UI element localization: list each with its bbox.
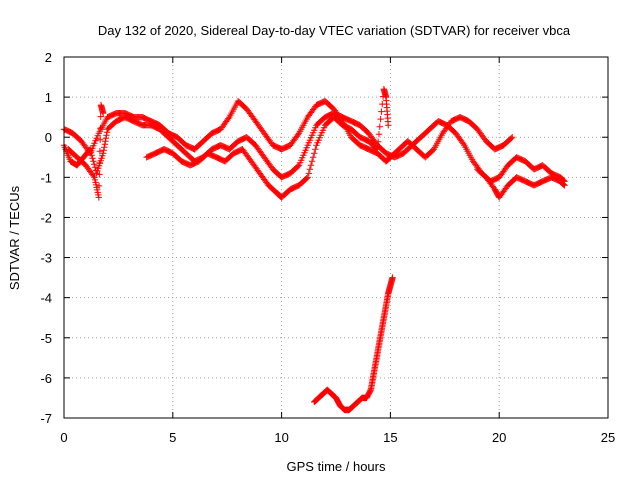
data-point-marker [96, 159, 103, 166]
data-point-marker [97, 113, 104, 120]
data-point-marker [559, 180, 567, 188]
data-point-marker [91, 164, 99, 171]
x-tick-label: 15 [383, 430, 397, 445]
data-point-marker [95, 194, 103, 201]
data-point-marker [103, 132, 110, 139]
series-track-b [60, 97, 516, 165]
data-point-marker [385, 121, 392, 129]
data-point-marker [96, 171, 103, 178]
data-point-marker [306, 166, 314, 173]
y-tick-label: -4 [40, 291, 52, 306]
data-point-marker [101, 144, 108, 151]
data-point-marker [96, 136, 104, 143]
plot-frame [63, 56, 609, 419]
data-point-marker [90, 158, 97, 165]
data-point-marker [374, 138, 382, 145]
x-tick-label: 25 [601, 430, 615, 445]
y-tick-labels: 2 1 0 -1 -2 -3 -4 -5 -6 -7 [40, 50, 52, 426]
data-point-marker [102, 135, 110, 142]
grid [64, 57, 608, 418]
series-track-c [143, 85, 392, 201]
y-tick-label: 2 [45, 50, 52, 65]
data-point-marker [95, 182, 103, 190]
data-point-marker [277, 193, 285, 201]
data-point-marker [102, 138, 109, 145]
data-point-marker [460, 140, 467, 147]
y-tick-label: 1 [45, 90, 52, 105]
data-point-marker [225, 115, 232, 122]
data-point-marker [308, 158, 316, 165]
data-point-marker [311, 150, 318, 157]
data-point-marker [103, 129, 111, 136]
data-point-marker [389, 274, 396, 281]
y-axis-label: SDTVAR / TECUs [7, 185, 22, 290]
data-point-marker [90, 172, 97, 180]
y-tick-label: -5 [40, 331, 52, 346]
data-point-marker [309, 154, 317, 161]
data-point-marker [312, 146, 319, 153]
x-axis-label: GPS time / hours [287, 459, 386, 474]
data-point-marker [376, 123, 383, 130]
x-tick-labels: 0 5 10 15 20 25 [60, 430, 615, 445]
data-point-marker [294, 163, 302, 170]
y-tick-label: -7 [40, 411, 52, 426]
data-point-marker [561, 182, 568, 189]
y-tick-label: -2 [40, 210, 52, 225]
data-point-marker [89, 155, 96, 162]
y-tick-label: -6 [40, 371, 52, 386]
data-point-marker [560, 181, 567, 188]
data-point-marker [90, 161, 98, 168]
data-point-marker [99, 109, 107, 117]
x-tick-label: 10 [274, 430, 288, 445]
data-point-marker [97, 124, 104, 132]
data-point-marker [377, 115, 384, 123]
data-point-marker [99, 150, 107, 157]
data-point-marker [303, 175, 310, 182]
data-point-marker [507, 135, 515, 142]
data-point-marker [101, 141, 108, 148]
data-point-marker [374, 146, 381, 153]
data-point-marker [100, 147, 107, 154]
data-point-marker [373, 145, 380, 152]
y-tick-label: -1 [40, 170, 52, 185]
data-point-marker [304, 174, 311, 181]
x-tick-label: 5 [169, 430, 176, 445]
data-point-marker [276, 192, 284, 200]
series-negative-excursion [311, 274, 396, 414]
chart-title: Day 132 of 2020, Sidereal Day-to-day VTE… [98, 23, 571, 38]
data-point-marker [305, 170, 312, 177]
data-point-marker [294, 131, 302, 138]
data-point-marker [509, 134, 516, 141]
series-track-e [65, 101, 107, 201]
series-track-d [474, 166, 568, 201]
y-tick-label: -3 [40, 251, 52, 266]
data-point-marker [307, 162, 315, 169]
data-point-marker [560, 181, 568, 189]
x-tick-label: 20 [492, 430, 506, 445]
data-point-marker [96, 148, 104, 155]
data-point-marker [378, 108, 385, 115]
y-tick-label: 0 [45, 130, 52, 145]
data-point-marker [375, 131, 383, 138]
data-points [60, 85, 568, 414]
x-tick-label: 0 [60, 430, 67, 445]
